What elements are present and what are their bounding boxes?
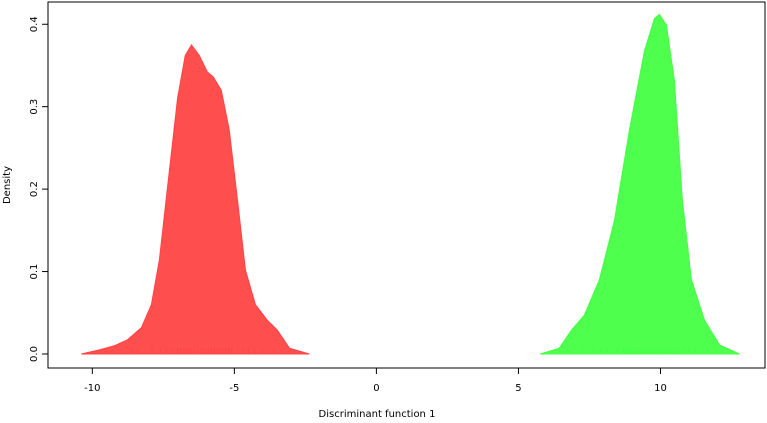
x-tick-label: 0 — [373, 383, 379, 394]
x-axis-label: Discriminant function 1 — [319, 409, 436, 420]
y-axis-label: Density — [2, 166, 13, 204]
x-tick-label: 10 — [654, 383, 667, 394]
plot-frame — [47, 1, 766, 369]
y-tick-label: 0.0 — [29, 346, 40, 362]
y-tick-label: 0.4 — [29, 16, 40, 32]
y-tick-label: 0.1 — [29, 264, 40, 280]
density-area — [81, 43, 310, 355]
x-tick-label: 5 — [515, 383, 521, 394]
y-tick-label: 0.3 — [29, 99, 40, 115]
density-area — [540, 13, 740, 355]
x-tick-label: -10 — [84, 383, 100, 394]
y-tick-label: 0.2 — [29, 181, 40, 197]
x-tick-label: -5 — [229, 383, 239, 394]
